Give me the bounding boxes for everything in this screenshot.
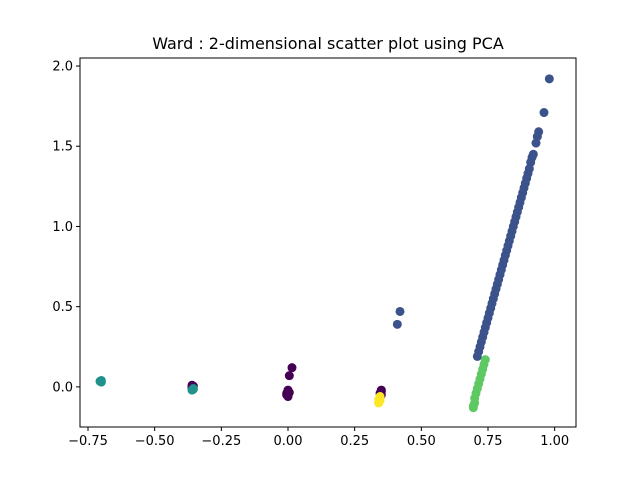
y-tick-label: 2.0 — [52, 60, 73, 75]
series-3 — [468, 355, 490, 413]
y-tick-label: 1.0 — [52, 220, 73, 235]
x-tick-label: 0.00 — [274, 434, 303, 449]
plot-area-frame — [79, 57, 577, 428]
scatter-point — [472, 351, 482, 361]
scatter-point — [392, 319, 402, 329]
y-tick-label: 1.5 — [52, 140, 73, 155]
x-tick-label: 0.75 — [474, 434, 503, 449]
x-tick-label: 0.25 — [340, 434, 369, 449]
chart-title: Ward : 2-dimensional scatter plot using … — [152, 34, 504, 53]
x-tick-label: −0.75 — [68, 434, 108, 449]
scatter-point — [188, 384, 198, 394]
scatter-point — [375, 396, 385, 406]
series-1 — [392, 74, 554, 361]
series-4 — [374, 392, 385, 408]
x-tick-label: −0.25 — [201, 434, 241, 449]
scatter-point — [544, 74, 554, 84]
x-tick-label: 0.50 — [407, 434, 436, 449]
points-layer — [95, 74, 554, 413]
series-2 — [95, 375, 198, 395]
scatter-point — [95, 376, 105, 386]
scatter-point — [395, 306, 405, 316]
scatter-point — [287, 363, 297, 373]
scatter-point — [284, 388, 294, 398]
x-tick-label: −0.50 — [135, 434, 175, 449]
scatter-point — [468, 403, 478, 413]
y-tick-label: 0.5 — [52, 300, 73, 315]
x-tick-label: 1.00 — [540, 434, 569, 449]
scatter-point — [539, 108, 549, 118]
scatter-point — [531, 138, 541, 148]
scatter-point — [284, 371, 294, 381]
ticks-layer: −0.75 −0.50 −0.25 0.00 0.25 0.50 0.75 1.00 0.0 0.… — [52, 60, 569, 449]
y-tick-label: 0.0 — [52, 380, 73, 395]
